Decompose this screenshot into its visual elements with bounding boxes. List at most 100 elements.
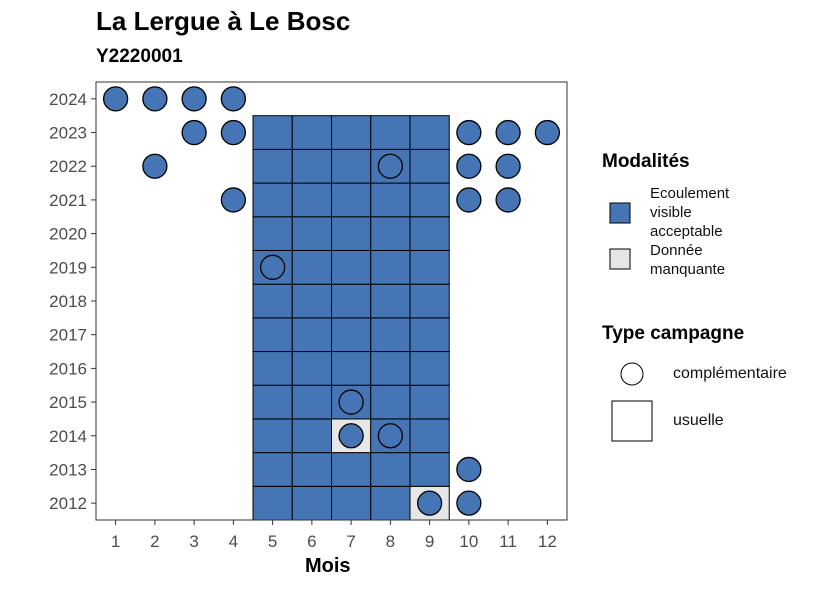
x-tick-label: 10 — [459, 532, 478, 551]
cell-5-2012 — [252, 485, 293, 521]
y-axis: 2012 2013 2014 2015 2016 2017 2018 2019 2020 2021… — [49, 90, 96, 513]
y-tick-label: 2017 — [49, 326, 87, 345]
y-tick-label: 2018 — [49, 292, 87, 311]
cell-6-2014 — [291, 418, 332, 454]
x-tick-label: 8 — [386, 532, 395, 551]
cell-7-2020 — [331, 216, 372, 251]
cell-8-2015 — [370, 384, 411, 420]
chart-title: La Lergue à Le Bosc — [96, 6, 351, 36]
x-tick-label: 11 — [499, 532, 517, 551]
cell-7-2021 — [331, 182, 372, 218]
cell-9-2022 — [409, 148, 450, 184]
cell-5-2022 — [252, 148, 293, 184]
x-tick-label: 1 — [111, 532, 120, 551]
cell-8-2012 — [370, 485, 411, 521]
y-tick-label: 2019 — [49, 258, 87, 277]
point-5-2019 — [259, 254, 286, 280]
usuelle-cells — [252, 115, 450, 521]
point-10-2023 — [456, 119, 482, 146]
cell-9-2019 — [409, 249, 450, 285]
point-12-2023 — [534, 119, 561, 146]
cell-9-2020 — [409, 216, 450, 251]
cell-6-2013 — [291, 452, 332, 487]
cell-7-2013 — [331, 452, 372, 487]
legend-label-usuelle: usuelle — [673, 412, 724, 429]
legend-key-ecoulement — [609, 202, 631, 224]
point-10-2021 — [456, 187, 482, 213]
point-7-2015 — [338, 389, 364, 415]
chart-subtitle: Y2220001 — [96, 46, 183, 67]
point-11-2023 — [495, 119, 521, 146]
legend-label-complementaire: complémentaire — [673, 365, 787, 382]
x-tick-label: 12 — [538, 532, 557, 551]
x-tick-label: 3 — [189, 532, 198, 551]
x-tick-label: 2 — [150, 532, 159, 551]
cell-7-2019 — [331, 249, 372, 285]
y-tick-label: 2015 — [49, 393, 87, 412]
cell-6-2017 — [291, 317, 332, 353]
cell-6-2020 — [291, 216, 332, 251]
cell-9-2017 — [409, 317, 450, 353]
cell-7-2022 — [331, 148, 372, 184]
cell-6-2016 — [291, 351, 332, 386]
x-tick-label: 6 — [307, 532, 316, 551]
cell-8-2021 — [370, 182, 411, 218]
point-4-2023 — [220, 119, 247, 146]
point-2-2022 — [142, 153, 168, 179]
x-tick-label: 4 — [229, 532, 238, 551]
y-tick-label: 2012 — [49, 494, 87, 513]
y-tick-label: 2021 — [49, 191, 87, 210]
legend-key-manquante — [609, 248, 631, 270]
legend-key-complementaire — [620, 362, 644, 386]
cell-6-2021 — [291, 182, 332, 218]
cell-5-2017 — [252, 317, 293, 353]
x-tick-label: 5 — [268, 532, 277, 551]
cell-5-2023 — [252, 115, 293, 150]
legend-type-title: Type campagne — [602, 323, 745, 344]
cell-5-2014 — [252, 418, 293, 454]
point-10-2022 — [456, 153, 482, 179]
cell-5-2018 — [252, 283, 293, 319]
y-tick-label: 2014 — [49, 427, 87, 446]
cell-5-2021 — [252, 182, 293, 218]
point-7-2014 — [338, 423, 364, 449]
cell-6-2022 — [291, 148, 332, 184]
cell-8-2017 — [370, 317, 411, 353]
cell-8-2016 — [370, 351, 411, 386]
y-tick-label: 2016 — [49, 359, 87, 378]
cell-7-2018 — [331, 283, 372, 319]
point-2-2024 — [142, 86, 168, 112]
cell-6-2012 — [291, 485, 332, 521]
point-3-2023 — [181, 119, 207, 146]
cell-8-2013 — [370, 452, 411, 487]
x-axis: 1 2 3 4 5 6 7 8 9 10 11 12 — [111, 520, 557, 551]
point-4-2024 — [220, 86, 247, 112]
y-tick-label: 2020 — [49, 225, 87, 244]
cell-8-2018 — [370, 283, 411, 319]
cell-9-2013 — [409, 452, 450, 487]
point-8-2014 — [377, 423, 404, 449]
cell-5-2020 — [252, 216, 293, 251]
cell-6-2015 — [291, 384, 332, 420]
point-9-2012 — [416, 490, 443, 516]
cell-7-2016 — [331, 351, 372, 386]
legend-shapes — [609, 202, 653, 442]
x-axis-title: Mois — [305, 555, 351, 577]
cell-9-2021 — [409, 182, 450, 218]
cell-6-2023 — [291, 115, 332, 150]
cell-9-2015 — [409, 384, 450, 420]
cell-8-2020 — [370, 216, 411, 251]
cell-9-2014 — [409, 418, 450, 454]
x-tick-label: 9 — [425, 532, 434, 551]
point-10-2012 — [456, 490, 482, 516]
cell-8-2023 — [370, 115, 411, 150]
y-tick-label: 2024 — [49, 90, 87, 109]
cell-8-2019 — [370, 249, 411, 285]
y-tick-label: 2013 — [49, 460, 87, 479]
cell-7-2012 — [331, 485, 372, 521]
cell-7-2017 — [331, 317, 372, 353]
legend-label-manquante: Donnée manquante — [650, 242, 726, 278]
point-4-2021 — [220, 187, 247, 213]
legend-modalites-title: Modalités — [602, 151, 690, 172]
